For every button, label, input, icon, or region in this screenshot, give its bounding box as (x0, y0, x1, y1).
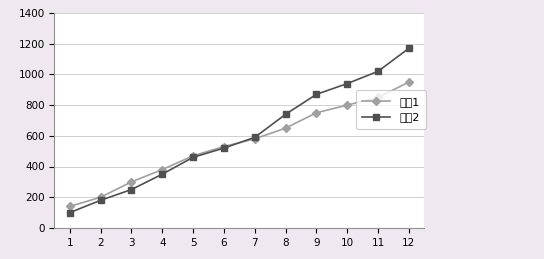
Line: 系列1: 系列1 (67, 79, 412, 209)
系列1 (313, 111, 320, 114)
系列1 (344, 104, 350, 107)
系列1 (66, 205, 73, 208)
系列1 (406, 81, 412, 84)
系列2 (282, 113, 289, 116)
系列1 (97, 196, 104, 199)
系列2 (344, 82, 350, 85)
系列1 (251, 137, 258, 140)
系列2 (159, 173, 165, 176)
系列1 (190, 154, 196, 157)
系列2 (97, 199, 104, 202)
系列2 (251, 136, 258, 139)
系列1 (159, 168, 165, 171)
系列1 (128, 180, 135, 183)
系列2 (128, 188, 135, 191)
Line: 系列2: 系列2 (67, 46, 412, 215)
系列1 (282, 127, 289, 130)
系列2 (190, 156, 196, 159)
系列2 (313, 93, 320, 96)
系列2 (221, 147, 227, 150)
系列2 (375, 70, 381, 73)
系列2 (66, 211, 73, 214)
系列1 (375, 96, 381, 99)
系列1 (221, 145, 227, 148)
系列2 (406, 47, 412, 50)
Legend: 系列1, 系列2: 系列1, 系列2 (356, 90, 426, 129)
